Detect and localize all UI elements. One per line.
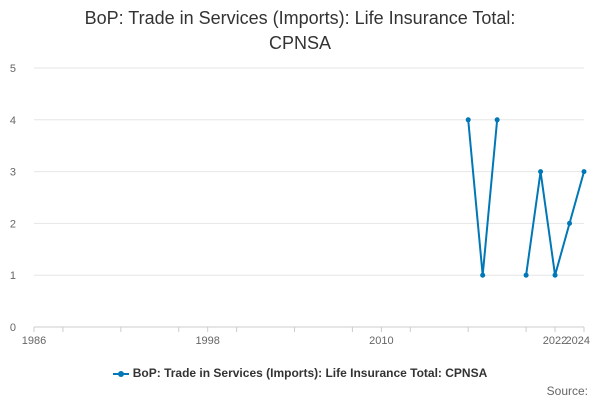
chart-title-line-2: CPNSA	[268, 33, 331, 53]
y-tick-label: 4	[10, 115, 16, 127]
y-axis: 0 1 2 3 4 5	[10, 63, 16, 334]
data-point[interactable]	[465, 117, 471, 123]
y-tick-label: 2	[10, 218, 16, 230]
data-point[interactable]	[552, 272, 558, 278]
series-line	[467, 119, 499, 277]
y-tick-label: 1	[10, 270, 16, 282]
x-tick-label: 1998	[195, 335, 219, 347]
y-tick-label: 5	[10, 63, 16, 75]
chart-title-line-1: BoP: Trade in Services (Imports): Life I…	[84, 8, 516, 28]
source-label: Source:	[546, 384, 588, 398]
x-tick-label: 2024	[566, 335, 590, 347]
data-point[interactable]	[523, 272, 529, 278]
data-point[interactable]	[567, 220, 573, 226]
x-tick-label: 1986	[22, 335, 46, 347]
gridlines	[34, 67, 584, 276]
data-point[interactable]	[494, 117, 500, 123]
x-tick-label: 2022	[543, 335, 567, 347]
x-tick-label: 2010	[369, 335, 393, 347]
y-tick-label: 0	[10, 322, 16, 334]
data-point[interactable]	[480, 272, 486, 278]
data-point[interactable]	[538, 169, 544, 175]
legend-label: BoP: Trade in Services (Imports): Life I…	[132, 366, 488, 380]
data-point[interactable]	[581, 169, 587, 175]
series-group	[465, 117, 587, 278]
y-tick-label: 3	[10, 167, 16, 179]
legend-line-icon	[112, 370, 129, 377]
legend[interactable]: BoP: Trade in Services (Imports): Life I…	[0, 366, 600, 380]
chart-title: BoP: Trade in Services (Imports): Life I…	[0, 6, 600, 56]
